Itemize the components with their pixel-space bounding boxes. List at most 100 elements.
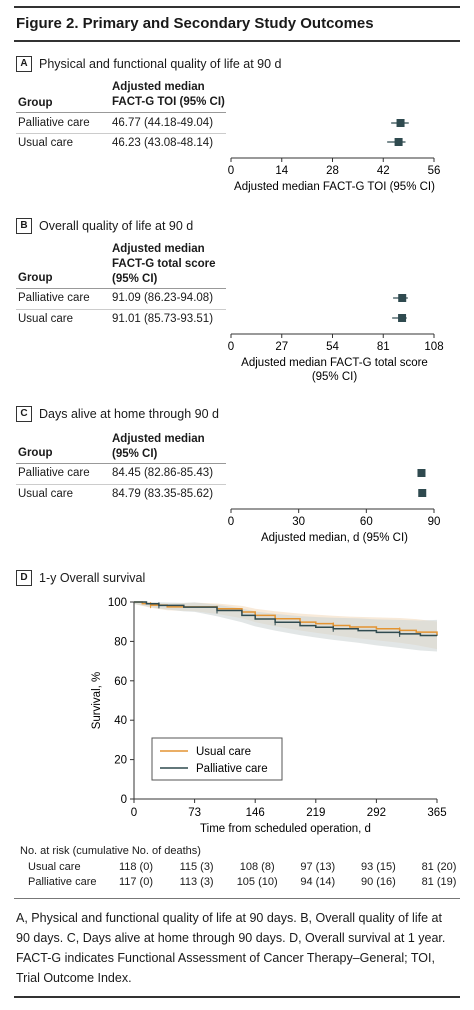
x-axis-label: Adjusted median FACT-G total score: [241, 357, 428, 369]
panel-c-row1-value: 84.45 (82.86-85.43): [112, 467, 214, 479]
x-tick-label: 219: [306, 807, 325, 819]
x-tick-label: 365: [427, 807, 446, 819]
y-tick-label: 80: [114, 636, 127, 648]
caption-bottom-rule: [14, 996, 460, 998]
estimate-marker: [418, 489, 427, 497]
panel-d-title: 1-y Overall survival: [39, 571, 146, 585]
estimate-marker: [396, 119, 405, 127]
x-tick-label: 60: [360, 516, 373, 528]
panel-a-col-header-line2: FACT-G TOI (95% CI): [112, 96, 225, 108]
risk-cell: 94 (14): [300, 876, 336, 888]
x-tick-label: 81: [377, 341, 390, 353]
risk-cell: 81 (20): [421, 861, 457, 873]
legend-label: Usual care: [196, 746, 251, 758]
risk-cell: 93 (15): [360, 861, 396, 873]
panel-a-col-header-line1: Adjusted median: [112, 81, 205, 93]
x-tick-label: 0: [228, 165, 234, 177]
risk-cell: 105 (10): [236, 876, 278, 888]
panel-a-group-header: Group: [18, 97, 53, 109]
title-rule: [14, 40, 460, 42]
estimate-marker: [398, 294, 407, 302]
panel-a-title: Physical and functional quality of life …: [39, 57, 282, 71]
panel-b-row1-group: Palliative care: [18, 292, 90, 304]
x-tick-label: 54: [326, 341, 339, 353]
x-tick-label: 0: [228, 341, 234, 353]
panel-b-header: B Overall quality of life at 90 d: [16, 218, 193, 234]
x-tick-label: 146: [246, 807, 265, 819]
panel-c-group-header: Group: [18, 447, 53, 459]
risk-cell: 118 (0): [118, 861, 154, 873]
panel-a-header: A Physical and functional quality of lif…: [16, 56, 282, 72]
legend-label: Palliative care: [196, 763, 268, 775]
risk-cell: 115 (3): [179, 861, 214, 873]
panel-a-row-line: [16, 133, 226, 134]
risk-table-title: No. at risk (cumulative No. of deaths): [20, 845, 201, 857]
panel-c-col-header: Adjusted median (95% CI): [112, 432, 205, 462]
top-rule: [14, 6, 460, 8]
risk-cell: 97 (13): [300, 861, 336, 873]
panel-a-row1-value: 46.77 (44.18-49.04): [112, 117, 214, 129]
x-tick-label: 0: [228, 516, 234, 528]
x-tick-label: 14: [275, 165, 288, 177]
legend-box: [151, 737, 283, 781]
y-tick-label: 100: [108, 597, 127, 609]
panel-b-row2-value: 91.01 (85.73-93.51): [112, 313, 214, 325]
panel-b-header-line: [16, 288, 226, 289]
panel-d-header: D 1-y Overall survival: [16, 570, 145, 586]
risk-row-usual-label: Usual care: [28, 861, 81, 873]
risk-cell: 117 (0): [118, 876, 154, 888]
y-tick-label: 60: [114, 676, 127, 688]
risk-cell: 90 (16): [360, 876, 396, 888]
y-axis-label: Survival, %: [91, 672, 103, 730]
x-axis-label: (95% CI): [312, 371, 358, 383]
y-tick-label: 40: [114, 715, 127, 727]
risk-cell: 113 (3): [179, 876, 214, 888]
panel-a-forest: 0 14 28 42 56 Adjusted median FACT-G TOI (95%…: [228, 119, 441, 193]
panel-b-title: Overall quality of life at 90 d: [39, 219, 194, 233]
estimate-marker: [398, 314, 407, 322]
panel-c-header: C Days alive at home through 90 d: [16, 406, 219, 422]
x-tick-label: 30: [292, 516, 305, 528]
panel-b-forest: 0 27 54 81 108 Adjusted median FACT-G total s…: [228, 294, 444, 383]
x-tick-label: 108: [424, 341, 443, 353]
panel-a-row2-value: 46.23 (43.08-48.14): [112, 137, 214, 149]
x-tick-label: 27: [275, 341, 288, 353]
x-axis-label: Adjusted median, d (95% CI): [261, 532, 408, 544]
panel-c-letter: C: [16, 406, 32, 422]
panel-c-row1-group: Palliative care: [18, 467, 90, 479]
panel-b-group-header: Group: [18, 272, 53, 284]
risk-row-palliative-label: Palliative care: [28, 876, 97, 888]
x-axis-label: Time from scheduled operation, d: [200, 823, 371, 835]
x-tick-label: 42: [377, 165, 390, 177]
estimate-marker: [417, 469, 426, 477]
figure-title: Figure 2. Primary and Secondary Study Ou…: [16, 15, 374, 32]
x-tick-label: 292: [367, 807, 386, 819]
panel-b-col-header: Adjusted median FACT-G total score (95% …: [112, 242, 216, 287]
confidence-band: [134, 602, 437, 652]
panel-d-letter: D: [16, 570, 32, 586]
panel-c-forest: 0 30 60 90 Adjusted median, d (95% CI): [228, 469, 440, 544]
panel-c-title: Days alive at home through 90 d: [39, 407, 219, 421]
y-tick-label: 0: [121, 794, 127, 806]
x-axis-label: Adjusted median FACT-G TOI (95% CI): [234, 181, 435, 193]
panel-a-letter: A: [16, 56, 32, 72]
panel-b-row2-group: Usual care: [18, 313, 73, 325]
panel-b-row-line: [16, 309, 226, 310]
palliative-care-curve: [134, 601, 438, 637]
panel-b-col-header-line3: (95% CI): [112, 273, 158, 285]
panel-c-row2-group: Usual care: [18, 488, 73, 500]
x-tick-label: 0: [131, 807, 137, 819]
panel-b-col-header-line1: Adjusted median: [112, 243, 205, 255]
panel-a-header-line: [16, 112, 226, 113]
panel-b-col-header-line2: FACT-G total score: [112, 258, 216, 270]
x-tick-label: 73: [188, 807, 201, 819]
panel-c-col-header-line1: Adjusted median: [112, 433, 205, 445]
x-tick-label: 56: [428, 165, 441, 177]
panel-a-row1-group: Palliative care: [18, 117, 90, 129]
panel-b-letter: B: [16, 218, 32, 234]
panel-c-row2-value: 84.79 (83.35-85.62): [112, 488, 214, 500]
panel-c-header-line: [16, 463, 226, 464]
panel-a-col-header: Adjusted median FACT-G TOI (95% CI): [112, 80, 225, 110]
risk-cell: 108 (8): [239, 861, 275, 873]
x-tick-label: 28: [326, 165, 339, 177]
